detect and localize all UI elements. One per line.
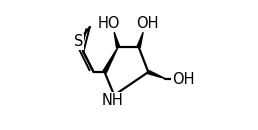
Text: S: S <box>74 34 83 49</box>
Text: HO: HO <box>97 16 120 31</box>
Polygon shape <box>148 70 165 79</box>
Text: OH: OH <box>136 16 158 31</box>
Text: OH: OH <box>172 72 194 87</box>
Polygon shape <box>114 32 120 47</box>
Text: NH: NH <box>101 93 123 108</box>
Polygon shape <box>103 47 118 73</box>
Polygon shape <box>137 32 143 47</box>
